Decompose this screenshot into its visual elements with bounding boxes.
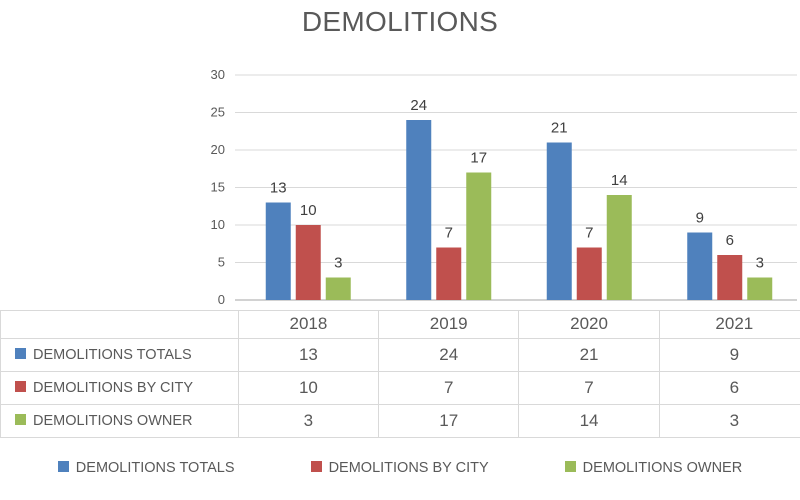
svg-text:7: 7 bbox=[585, 225, 593, 242]
svg-text:14: 14 bbox=[611, 172, 628, 189]
svg-text:20: 20 bbox=[211, 142, 225, 157]
svg-text:24: 24 bbox=[410, 97, 427, 114]
svg-text:5: 5 bbox=[218, 255, 225, 270]
svg-text:15: 15 bbox=[211, 180, 225, 195]
svg-text:3: 3 bbox=[334, 255, 342, 272]
svg-text:21: 21 bbox=[551, 120, 568, 137]
svg-text:3: 3 bbox=[756, 255, 764, 272]
svg-text:10: 10 bbox=[211, 217, 225, 232]
svg-text:25: 25 bbox=[211, 105, 225, 120]
svg-text:30: 30 bbox=[211, 67, 225, 82]
svg-text:10: 10 bbox=[300, 202, 317, 219]
svg-text:7: 7 bbox=[445, 225, 453, 242]
svg-text:17: 17 bbox=[470, 150, 487, 167]
svg-text:0: 0 bbox=[218, 292, 225, 307]
svg-text:6: 6 bbox=[726, 232, 734, 249]
svg-text:9: 9 bbox=[696, 210, 704, 227]
svg-text:13: 13 bbox=[270, 180, 287, 197]
